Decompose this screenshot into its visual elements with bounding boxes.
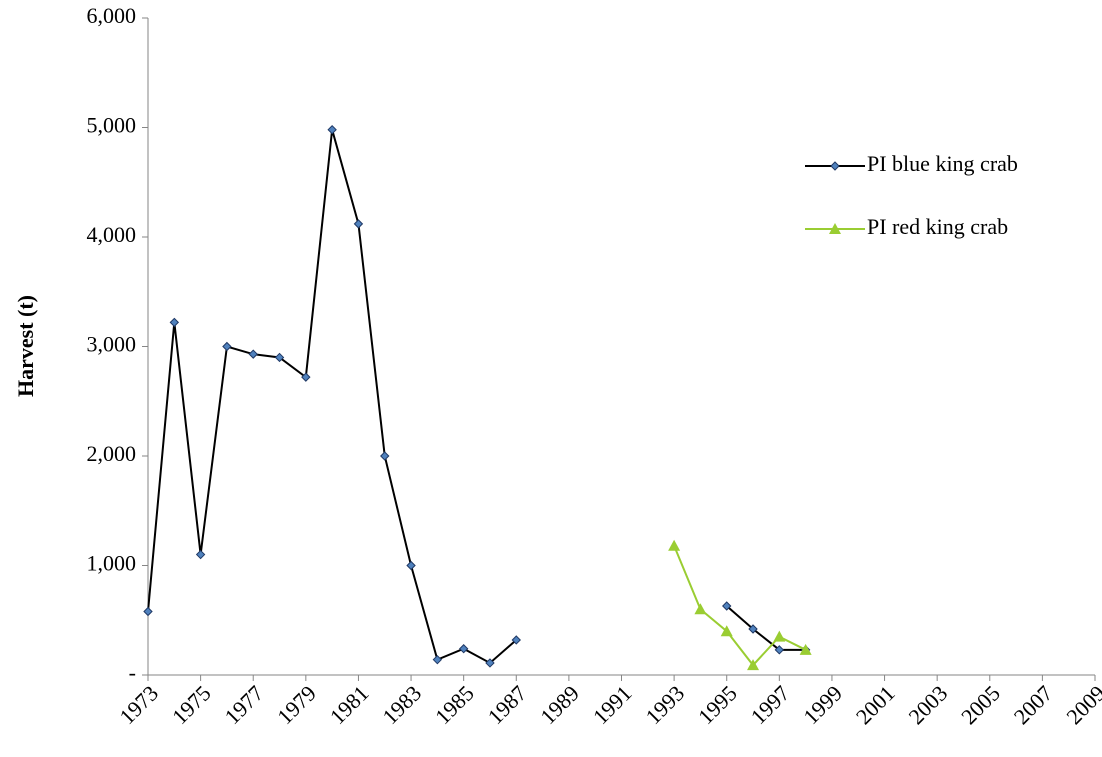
series-line	[147, 129, 806, 665]
marker	[169, 317, 180, 328]
legend-marker	[829, 223, 841, 234]
marker	[432, 654, 443, 665]
marker	[774, 645, 785, 655]
marker	[748, 624, 758, 634]
marker	[720, 625, 733, 637]
marker	[327, 124, 337, 135]
marker	[799, 643, 812, 655]
x-tick-label: 1979	[272, 680, 321, 729]
x-tick-label: 2005	[956, 680, 1005, 729]
series-line	[673, 545, 807, 667]
marker	[694, 603, 707, 615]
y-tick-label: 6,000	[87, 3, 137, 28]
marker	[380, 451, 390, 461]
x-tick-label: 1997	[746, 680, 795, 729]
marker	[353, 219, 364, 229]
marker	[406, 560, 416, 571]
x-tick-label: 1973	[114, 680, 163, 729]
marker	[722, 601, 732, 611]
y-tick-label: 3,000	[87, 332, 137, 357]
x-tick-label: 1989	[535, 680, 584, 729]
x-tick-label: 2003	[903, 680, 952, 729]
x-tick-label: 1983	[377, 680, 426, 729]
marker	[668, 539, 681, 551]
x-tick-label: 1999	[798, 680, 847, 729]
y-axis-label: Harvest (t)	[13, 295, 38, 397]
x-tick-label: 1991	[588, 680, 637, 729]
marker	[511, 635, 521, 645]
marker	[485, 658, 495, 668]
marker	[222, 341, 232, 352]
marker	[274, 352, 285, 363]
x-tick-label: 1985	[430, 680, 479, 729]
y-tick-label: -	[129, 660, 136, 685]
y-tick-label: 5,000	[87, 113, 137, 138]
x-tick-label: 1981	[325, 680, 374, 729]
y-tick-label: 1,000	[87, 551, 137, 576]
x-tick-label: 1977	[220, 680, 269, 729]
x-tick-label: 2001	[851, 680, 900, 729]
marker	[458, 644, 469, 654]
x-tick-label: 1975	[167, 680, 216, 729]
y-tick-label: 4,000	[87, 222, 137, 247]
x-tick-label: 2007	[1009, 680, 1058, 729]
marker	[248, 349, 258, 359]
legend-label: PI blue king crab	[867, 151, 1018, 176]
x-tick-label: 2009	[1061, 680, 1102, 729]
x-tick-label: 1993	[640, 680, 689, 729]
marker	[301, 372, 311, 382]
marker	[143, 606, 153, 617]
x-tick-label: 1987	[483, 680, 532, 729]
legend-marker	[830, 161, 840, 171]
marker	[773, 630, 786, 642]
marker	[195, 549, 206, 560]
marker	[747, 659, 760, 671]
legend-label: PI red king crab	[867, 214, 1008, 239]
y-tick-label: 2,000	[87, 441, 137, 466]
x-tick-label: 1995	[693, 680, 742, 729]
